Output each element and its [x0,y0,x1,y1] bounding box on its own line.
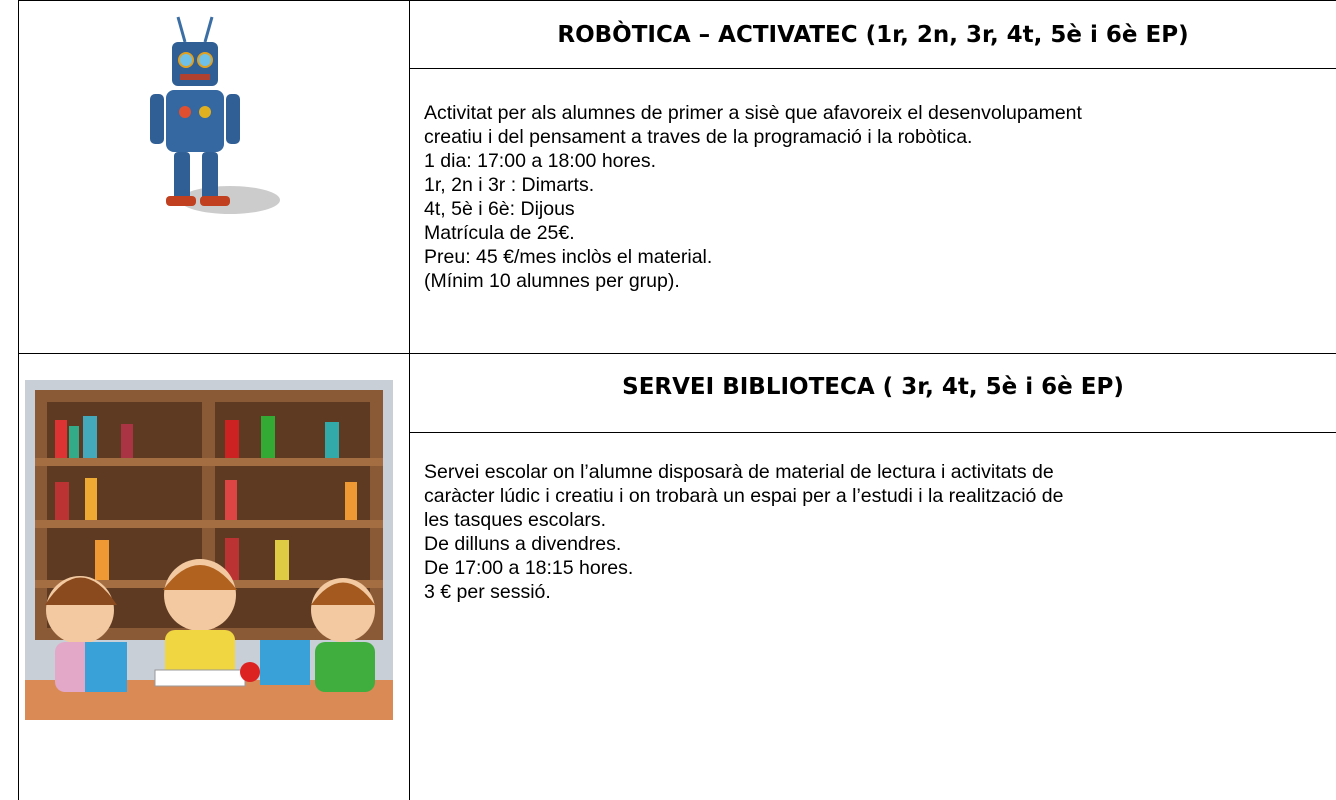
border [18,353,1336,354]
text-line: 1 dia: 17:00 a 18:00 hores. [424,150,657,172]
text-line: caràcter lúdic i creatiu i on trobarà un… [424,485,1064,507]
text-line: Matrícula de 25€. [424,222,575,244]
text-line: les tasques escolars. [424,509,607,531]
text-line: 1r, 2n i 3r : Dimarts. [424,174,595,196]
text-line: 4t, 5è i 6è: Dijous [424,198,575,220]
section-text: Servei escolar on l’alumne disposarà de … [424,460,1064,604]
text-line: (Mínim 10 alumnes per grup). [424,270,680,292]
text-line: Activitat per als alumnes de primer a si… [424,102,1082,124]
library-image [25,380,393,720]
robot-image [150,16,280,214]
section-title: ROBÒTICA – ACTIVATEC (1r, 2n, 3r, 4t, 5è… [557,22,1189,48]
border [410,68,1336,69]
text-line: creatiu i del pensament a traves de la p… [424,126,973,148]
text-line: Preu: 45 €/mes inclòs el material. [424,246,713,268]
text-line: De 17:00 a 18:15 hores. [424,557,634,579]
section-title: SERVEI BIBLIOTECA ( 3r, 4t, 5è i 6è EP) [622,374,1124,400]
border [409,0,410,800]
border [18,0,1336,1]
text-line: Servei escolar on l’alumne disposarà de … [424,461,1054,483]
border [410,432,1336,433]
border [18,0,19,800]
text-line: 3 € per sessió. [424,581,551,603]
section-text: Activitat per als alumnes de primer a si… [424,101,1082,293]
text-line: De dilluns a divendres. [424,533,622,555]
